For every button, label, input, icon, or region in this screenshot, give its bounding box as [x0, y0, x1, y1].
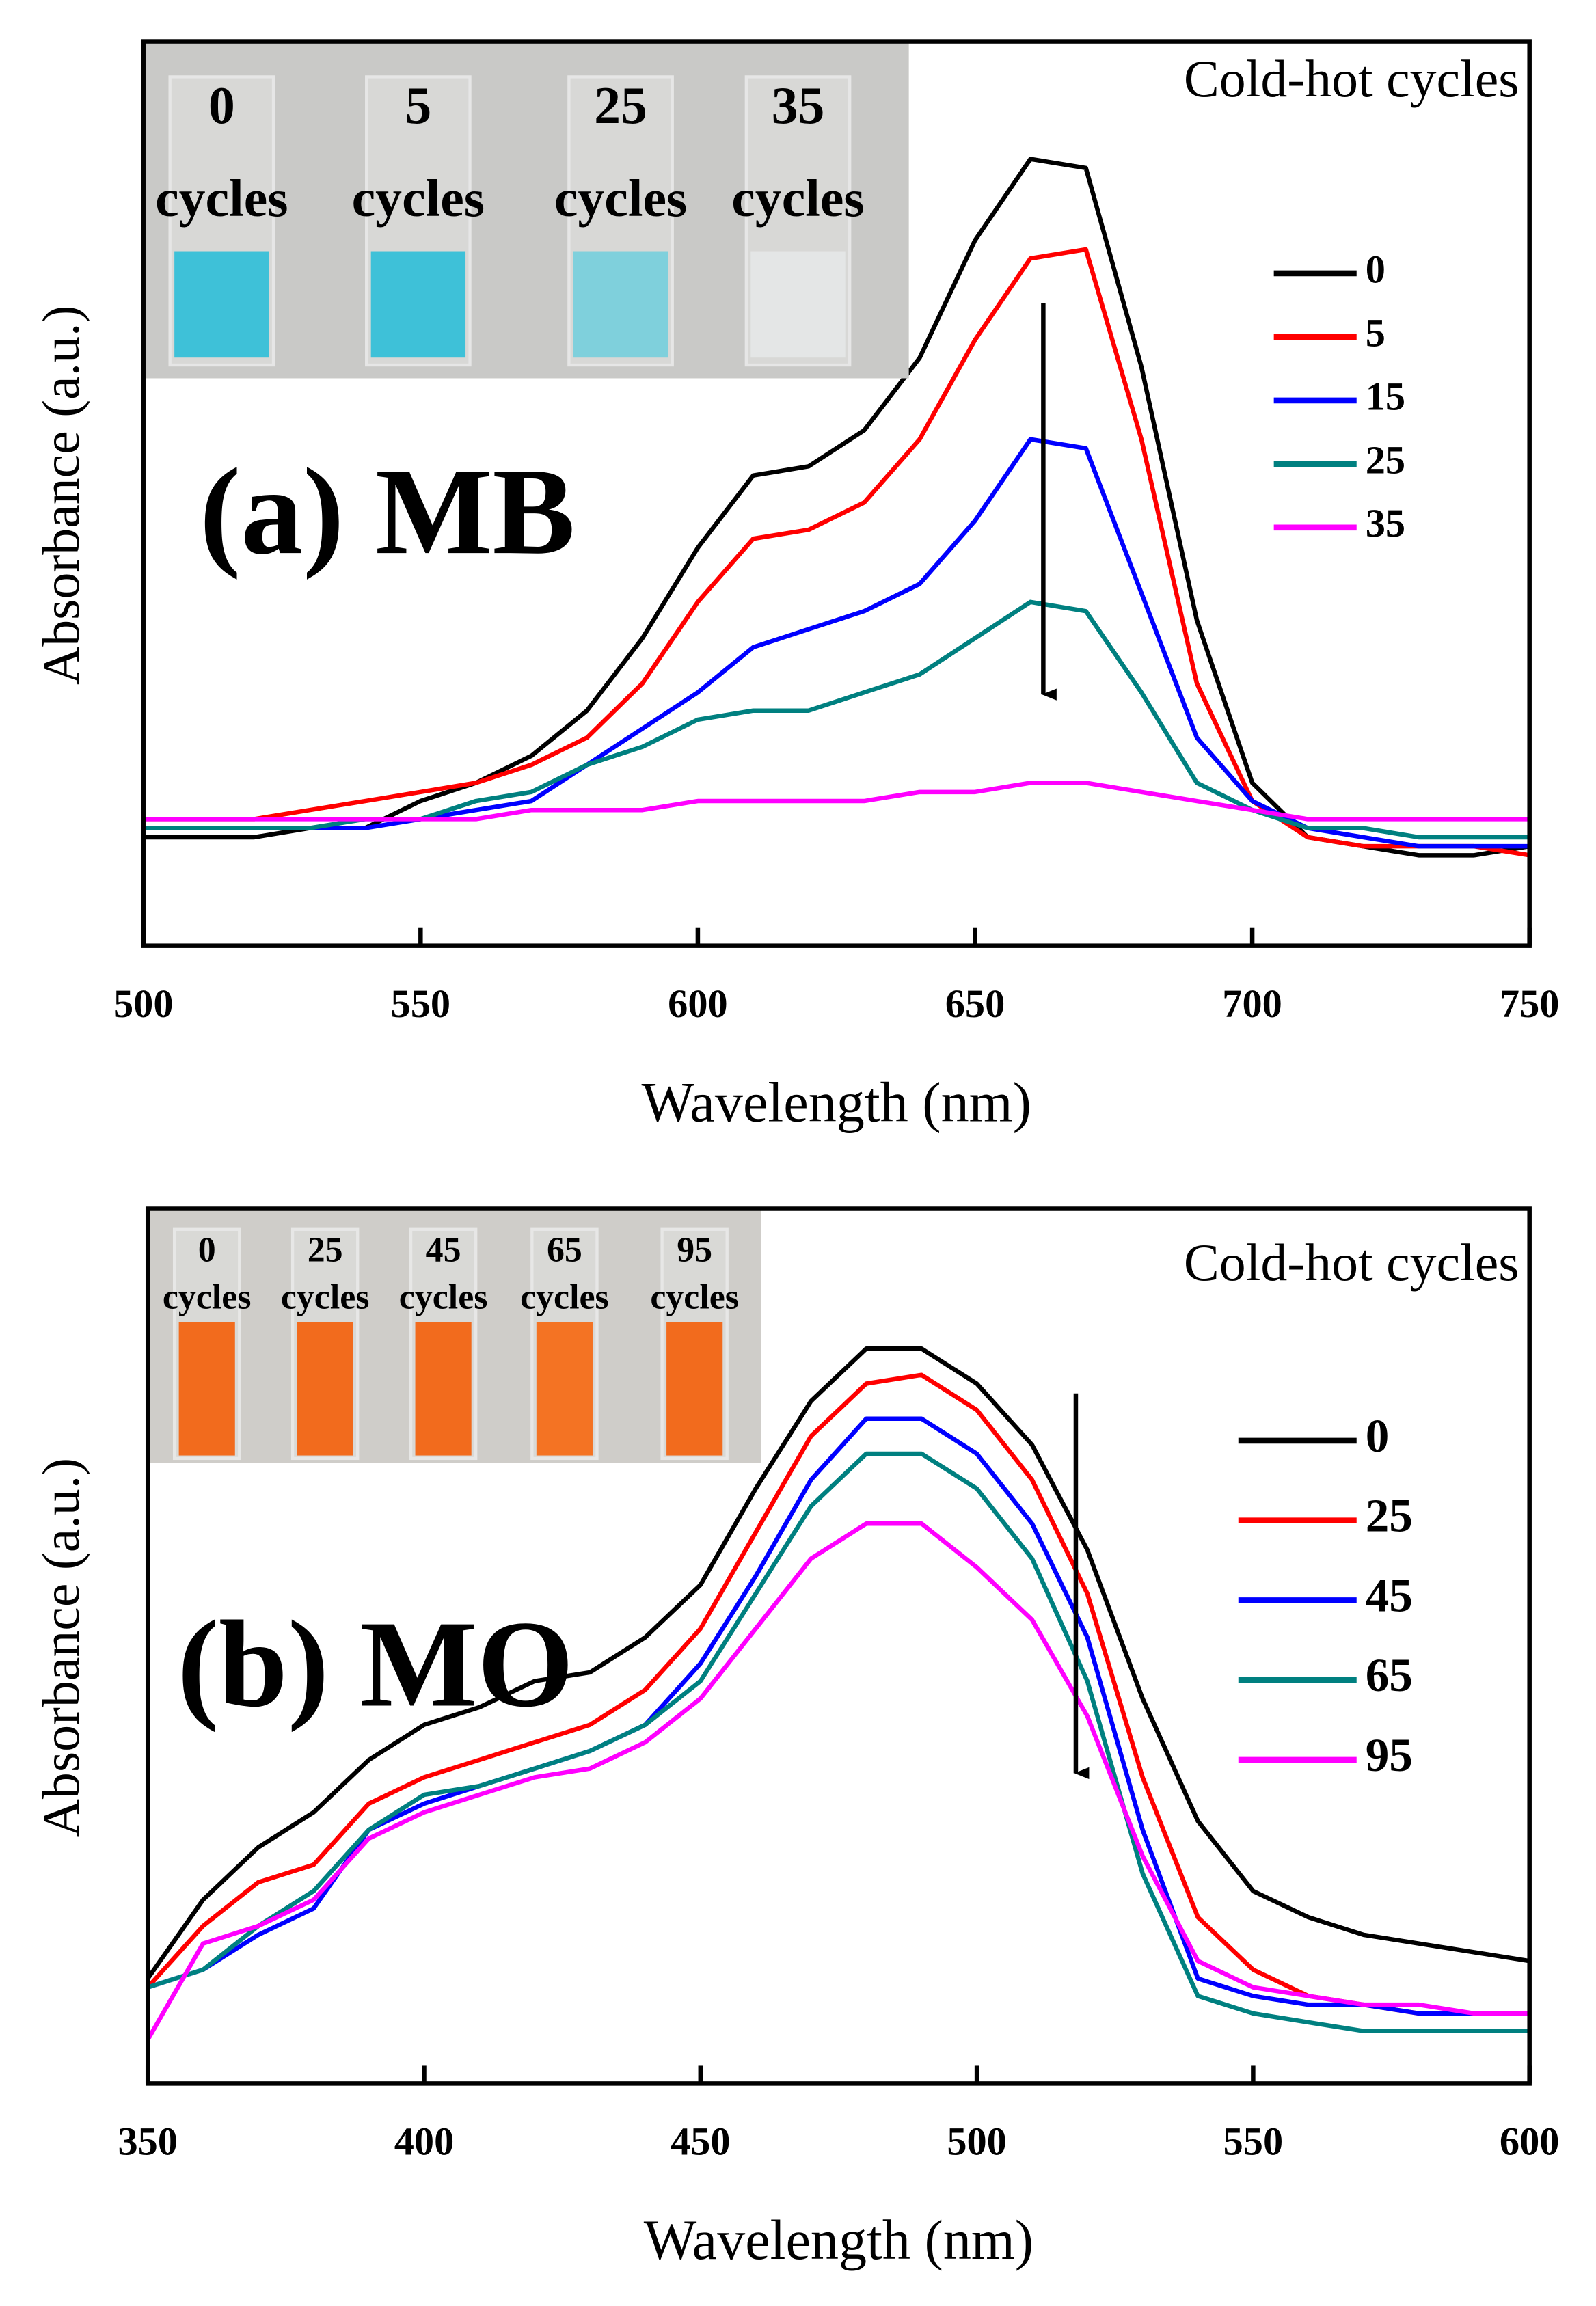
- inset-unit: cycles: [731, 169, 864, 228]
- legend-label: 0: [1366, 1409, 1390, 1462]
- plot-frame: [141, 39, 1532, 948]
- x-tick-label: 500: [947, 2119, 1007, 2164]
- spectrum-line: [147, 1451, 1530, 2033]
- inset-unit: cycles: [520, 1277, 609, 1316]
- legend-title: Cold-hot cycles: [1184, 49, 1519, 108]
- x-tick-label: 650: [945, 981, 1005, 1026]
- inset-unit: cycles: [399, 1277, 488, 1316]
- inset-number: 45: [426, 1230, 461, 1269]
- cuvette-liquid: [174, 251, 269, 358]
- legend-label: 95: [1366, 1728, 1413, 1781]
- cuvette-liquid: [666, 1322, 723, 1456]
- x-tick-label: 750: [1500, 981, 1560, 1026]
- x-axis-label: Wavelength (nm): [641, 1071, 1031, 1133]
- cuvette-liquid: [536, 1322, 593, 1456]
- spectrum-line: [146, 1346, 1530, 1980]
- inset-number: 35: [772, 76, 825, 135]
- legend-label: 25: [1366, 1489, 1413, 1542]
- x-tick-label: 400: [394, 2119, 455, 2164]
- x-tick-label: 350: [118, 2119, 178, 2164]
- inset-unit: cycles: [554, 169, 687, 228]
- cuvette-liquid: [370, 251, 466, 358]
- legend-label: 5: [1366, 310, 1385, 355]
- cuvette-liquid: [178, 1322, 235, 1456]
- spectrum-line: [143, 157, 1530, 858]
- cuvette-liquid: [573, 251, 668, 358]
- cuvette-liquid: [415, 1322, 472, 1456]
- x-tick-label: 550: [1223, 2119, 1284, 2164]
- cuvette-liquid: [297, 1322, 353, 1456]
- spectrum-line: [146, 1372, 1530, 2016]
- inset-number: 25: [594, 76, 647, 135]
- x-tick-label: 550: [391, 981, 451, 1026]
- inset-number: 95: [677, 1230, 712, 1269]
- x-tick-label: 450: [671, 2119, 731, 2164]
- panel-title: (b) MO: [177, 1596, 573, 1733]
- y-axis-label: Absorbance (a.u.): [31, 306, 90, 685]
- legend-label: 15: [1366, 374, 1405, 418]
- inset-unit: cycles: [650, 1277, 739, 1316]
- inset-number: 5: [405, 76, 431, 135]
- spectrum-line: [146, 1521, 1530, 2042]
- plot-frame: [145, 1206, 1532, 2086]
- inset-unit: cycles: [163, 1277, 252, 1316]
- inset-number: 0: [198, 1230, 216, 1269]
- legend-label: 0: [1366, 247, 1385, 291]
- spectrum-line: [143, 247, 1530, 858]
- inset-unit: cycles: [155, 169, 288, 228]
- legend-label: 45: [1366, 1569, 1413, 1621]
- y-axis-label: Absorbance (a.u.): [31, 1458, 90, 1837]
- legend-label: 35: [1366, 501, 1405, 545]
- x-axis-label: Wavelength (nm): [644, 2209, 1033, 2271]
- legend-title: Cold-hot cycles: [1184, 1233, 1519, 1292]
- legend-label: 25: [1366, 437, 1405, 482]
- spectrum-line: [143, 781, 1530, 822]
- inset-unit: cycles: [352, 169, 485, 228]
- cuvette-liquid: [750, 251, 846, 358]
- legend-label: 65: [1366, 1649, 1413, 1701]
- inset-number: 0: [208, 76, 235, 135]
- x-tick-label: 500: [113, 981, 174, 1026]
- inset-number: 25: [308, 1230, 343, 1269]
- inset-unit: cycles: [281, 1277, 370, 1316]
- inset-number: 65: [547, 1230, 582, 1269]
- panel-title: (a) MB: [200, 443, 576, 580]
- x-tick-label: 600: [1500, 2119, 1560, 2164]
- x-tick-label: 700: [1222, 981, 1282, 1026]
- x-tick-label: 600: [668, 981, 728, 1026]
